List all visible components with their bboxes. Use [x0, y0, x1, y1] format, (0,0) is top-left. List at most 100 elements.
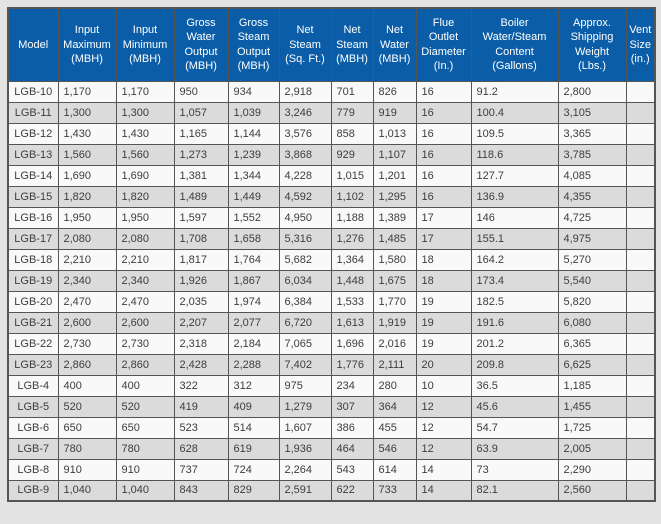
data-cell: 54.7: [470, 416, 559, 439]
data-cell: [625, 332, 656, 355]
model-cell: LGB-12: [7, 122, 59, 145]
table-row: LGB-6 650 650 523 514 1,607 386 455 12 54.7 1,725: [7, 416, 656, 439]
data-cell: 1,300: [115, 101, 175, 124]
data-cell: 701: [330, 80, 374, 103]
data-cell: 127.7: [470, 164, 559, 187]
data-cell: 136.9: [470, 185, 559, 208]
data-cell: 6,365: [557, 332, 627, 355]
data-cell: 520: [57, 395, 117, 418]
data-cell: 2,318: [173, 332, 229, 355]
data-cell: 280: [372, 374, 417, 397]
model-cell: LGB-7: [7, 437, 59, 460]
data-cell: 16: [415, 80, 472, 103]
model-cell: LGB-19: [7, 269, 59, 292]
data-cell: 63.9: [470, 437, 559, 460]
table-row: LGB-10 1,170 1,170 950 934 2,918 701 826 16 91.2 2…: [7, 80, 656, 103]
data-cell: 6,384: [278, 290, 332, 313]
data-cell: 4,085: [557, 164, 627, 187]
data-cell: 18: [415, 269, 472, 292]
data-cell: 16: [415, 185, 472, 208]
model-cell: LGB-9: [7, 479, 59, 502]
data-cell: 1,455: [557, 395, 627, 418]
data-cell: 5,540: [557, 269, 627, 292]
data-cell: 1,040: [57, 479, 117, 502]
data-cell: 1,950: [57, 206, 117, 229]
data-cell: 2,340: [57, 269, 117, 292]
data-cell: [625, 458, 656, 481]
data-cell: 1,165: [173, 122, 229, 145]
table-row: LGB-9 1,040 1,040 843 829 2,591 622 733 14 82.1 2,…: [7, 479, 656, 502]
data-cell: 6,080: [557, 311, 627, 334]
data-cell: 455: [372, 416, 417, 439]
data-cell: 2,111: [372, 353, 417, 376]
data-cell: 1,295: [372, 185, 417, 208]
data-cell: 2,470: [115, 290, 175, 313]
data-cell: [625, 248, 656, 271]
data-cell: 19: [415, 311, 472, 334]
data-cell: 1,364: [330, 248, 374, 271]
data-cell: 386: [330, 416, 374, 439]
data-cell: 622: [330, 479, 374, 502]
data-cell: 523: [173, 416, 229, 439]
data-cell: 2,340: [115, 269, 175, 292]
data-cell: 307: [330, 395, 374, 418]
data-cell: 364: [372, 395, 417, 418]
data-cell: 2,016: [372, 332, 417, 355]
data-cell: 1,597: [173, 206, 229, 229]
table-body: LGB-10 1,170 1,170 950 934 2,918 701 826 16 91.2 2…: [7, 80, 656, 502]
data-cell: 2,600: [57, 311, 117, 334]
data-cell: 1,381: [173, 164, 229, 187]
data-cell: 118.6: [470, 143, 559, 166]
table-row: LGB-5 520 520 419 409 1,279 307 364 12 45.6 1,455: [7, 395, 656, 418]
data-cell: 173.4: [470, 269, 559, 292]
data-cell: 1,170: [115, 80, 175, 103]
data-cell: 1,708: [173, 227, 229, 250]
data-cell: [625, 290, 656, 313]
data-cell: 36.5: [470, 374, 559, 397]
model-cell: LGB-6: [7, 416, 59, 439]
data-cell: 929: [330, 143, 374, 166]
model-cell: LGB-14: [7, 164, 59, 187]
data-cell: 950: [173, 80, 229, 103]
data-cell: 4,950: [278, 206, 332, 229]
data-cell: [625, 353, 656, 376]
model-cell: LGB-11: [7, 101, 59, 124]
data-cell: 16: [415, 122, 472, 145]
data-cell: 1,776: [330, 353, 374, 376]
table-row: LGB-14 1,690 1,690 1,381 1,344 4,228 1,015 1,20…: [7, 164, 656, 187]
table-row: LGB-19 2,340 2,340 1,926 1,867 6,034 1,448 1,67…: [7, 269, 656, 292]
data-cell: 1,279: [278, 395, 332, 418]
boiler-spec-table: Model Input Maximum (MBH) Input Minimum (M…: [7, 7, 656, 502]
data-cell: 14: [415, 479, 472, 502]
data-cell: 1,430: [115, 122, 175, 145]
data-cell: 209.8: [470, 353, 559, 376]
data-cell: 2,264: [278, 458, 332, 481]
table-row: LGB-20 2,470 2,470 2,035 1,974 6,384 1,533 1,77…: [7, 290, 656, 313]
header-row: Model Input Maximum (MBH) Input Minimum (M…: [7, 7, 656, 82]
data-cell: [625, 269, 656, 292]
column-header: Approx. Shipping Weight (Lbs.): [557, 7, 627, 82]
model-cell: LGB-8: [7, 458, 59, 481]
column-header: Boiler Water/Steam Content (Gallons): [470, 7, 559, 82]
model-cell: LGB-5: [7, 395, 59, 418]
data-cell: [625, 374, 656, 397]
data-cell: 1,015: [330, 164, 374, 187]
data-cell: 312: [227, 374, 280, 397]
table-row: LGB-17 2,080 2,080 1,708 1,658 5,316 1,276 1,48…: [7, 227, 656, 250]
data-cell: [625, 80, 656, 103]
data-cell: 400: [57, 374, 117, 397]
column-header: Net Water (MBH): [372, 7, 417, 82]
data-cell: 1,430: [57, 122, 117, 145]
data-cell: 17: [415, 206, 472, 229]
data-cell: 4,355: [557, 185, 627, 208]
data-cell: 1,690: [115, 164, 175, 187]
table-header: Model Input Maximum (MBH) Input Minimum (M…: [7, 7, 656, 82]
model-cell: LGB-15: [7, 185, 59, 208]
data-cell: 2,730: [57, 332, 117, 355]
data-cell: 1,389: [372, 206, 417, 229]
data-cell: 1,489: [173, 185, 229, 208]
data-cell: 419: [173, 395, 229, 418]
data-cell: 6,720: [278, 311, 332, 334]
data-cell: 201.2: [470, 332, 559, 355]
